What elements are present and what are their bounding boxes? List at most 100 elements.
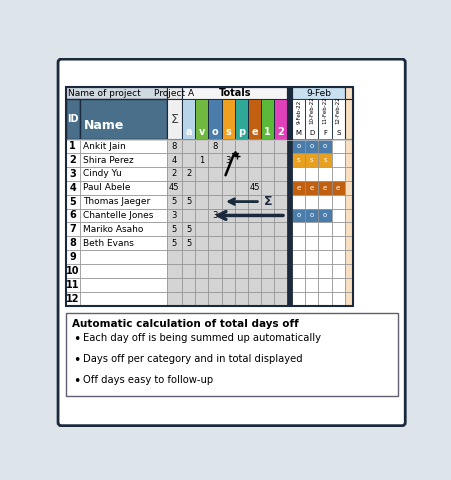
Bar xyxy=(195,278,208,292)
Bar xyxy=(234,139,248,153)
Bar xyxy=(66,278,79,292)
Bar xyxy=(166,139,182,153)
Bar xyxy=(261,153,274,167)
Bar xyxy=(234,236,248,250)
Bar xyxy=(182,250,195,264)
Bar xyxy=(344,181,352,195)
Bar xyxy=(79,278,166,292)
Bar xyxy=(287,87,291,99)
Bar xyxy=(195,139,208,153)
Bar xyxy=(234,167,248,181)
Bar xyxy=(66,292,79,306)
Bar xyxy=(66,250,79,264)
Bar xyxy=(66,153,79,167)
Bar xyxy=(344,139,352,153)
Bar xyxy=(79,222,166,236)
Bar xyxy=(331,139,344,153)
Bar xyxy=(331,153,344,167)
Bar xyxy=(79,167,166,181)
Bar xyxy=(287,278,291,292)
Text: e: e xyxy=(336,185,340,191)
Bar xyxy=(291,153,304,167)
Bar xyxy=(208,139,221,153)
Bar xyxy=(195,264,208,278)
Bar xyxy=(234,153,248,167)
Bar xyxy=(304,264,318,278)
Bar xyxy=(304,250,318,264)
Bar xyxy=(221,195,234,208)
Text: Project A: Project A xyxy=(154,88,194,97)
Bar xyxy=(182,153,195,167)
Text: F: F xyxy=(322,130,327,136)
Bar xyxy=(304,292,318,306)
Text: s: s xyxy=(322,157,326,163)
Bar xyxy=(182,264,195,278)
Bar xyxy=(234,250,248,264)
Bar xyxy=(79,264,166,278)
Text: 9-Feb: 9-Feb xyxy=(305,88,330,97)
Text: 3: 3 xyxy=(212,211,217,220)
Bar xyxy=(344,195,352,208)
Bar xyxy=(234,222,248,236)
Bar xyxy=(182,139,195,153)
Bar xyxy=(221,236,234,250)
Bar xyxy=(166,99,182,139)
Bar xyxy=(208,208,221,222)
Text: Paul Abele: Paul Abele xyxy=(83,183,130,192)
Bar xyxy=(318,222,331,236)
Text: v: v xyxy=(198,127,205,137)
Bar xyxy=(291,99,304,139)
Bar xyxy=(344,167,352,181)
Bar xyxy=(234,264,248,278)
Text: Mariko Asaho: Mariko Asaho xyxy=(83,225,143,234)
Text: 8: 8 xyxy=(212,142,217,151)
Bar xyxy=(274,292,287,306)
FancyBboxPatch shape xyxy=(58,59,405,426)
Bar xyxy=(331,278,344,292)
Bar xyxy=(331,222,344,236)
Bar xyxy=(221,99,234,139)
Text: •: • xyxy=(74,375,81,388)
Bar xyxy=(66,87,166,99)
Bar xyxy=(195,250,208,264)
Bar xyxy=(261,278,274,292)
Bar xyxy=(221,292,234,306)
Text: Shira Perez: Shira Perez xyxy=(83,156,133,165)
Bar xyxy=(291,222,304,236)
Bar xyxy=(344,153,352,167)
Bar xyxy=(287,236,291,250)
Bar xyxy=(248,208,261,222)
Bar xyxy=(66,181,79,195)
Bar xyxy=(291,264,304,278)
Bar xyxy=(248,139,261,153)
Bar xyxy=(221,167,234,181)
Bar xyxy=(208,278,221,292)
Bar xyxy=(182,236,195,250)
Text: 5: 5 xyxy=(69,197,76,206)
Bar xyxy=(344,222,352,236)
Bar xyxy=(195,292,208,306)
Bar xyxy=(234,99,248,139)
Text: 9: 9 xyxy=(69,252,76,262)
Text: e: e xyxy=(296,185,300,191)
Bar xyxy=(261,292,274,306)
Bar xyxy=(344,208,352,222)
Text: 5: 5 xyxy=(171,239,176,248)
Text: Each day off is being summed up automatically: Each day off is being summed up automati… xyxy=(83,333,320,343)
Text: 11: 11 xyxy=(66,280,79,290)
Bar xyxy=(304,208,318,222)
Text: 45: 45 xyxy=(169,183,179,192)
Bar xyxy=(248,181,261,195)
Bar xyxy=(287,264,291,278)
Bar xyxy=(291,236,304,250)
Bar xyxy=(79,236,166,250)
Bar xyxy=(195,222,208,236)
Bar xyxy=(166,278,182,292)
Text: p: p xyxy=(237,127,244,137)
Text: o: o xyxy=(322,213,327,218)
Bar xyxy=(318,236,331,250)
Bar xyxy=(79,195,166,208)
Text: 4: 4 xyxy=(69,183,76,193)
Bar xyxy=(304,222,318,236)
Bar xyxy=(166,87,182,99)
